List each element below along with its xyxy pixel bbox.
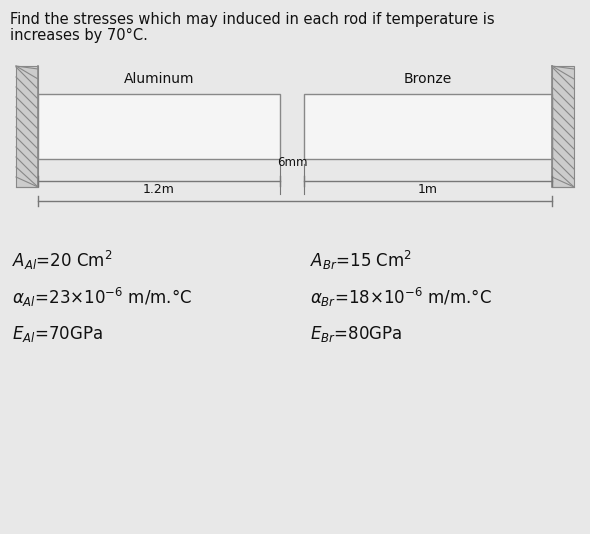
Bar [552, 66, 574, 187]
Bar [38, 94, 280, 159]
Text: $A_{Al}$=20 Cm$^2$: $A_{Al}$=20 Cm$^2$ [12, 249, 113, 272]
Bar [16, 66, 38, 187]
Text: 1m: 1m [418, 183, 438, 196]
Bar [304, 94, 552, 159]
Text: Aluminum: Aluminum [124, 72, 194, 86]
Text: 1.2m: 1.2m [143, 183, 175, 196]
Text: Bronze: Bronze [404, 72, 452, 86]
Text: $E_{Br}$=80GPa: $E_{Br}$=80GPa [310, 324, 402, 344]
Text: $A_{Br}$=15 Cm$^2$: $A_{Br}$=15 Cm$^2$ [310, 249, 412, 272]
Text: 6mm: 6mm [277, 156, 307, 169]
Text: Find the stresses which may induced in each rod if temperature is: Find the stresses which may induced in e… [10, 12, 494, 27]
Text: increases by 70°C.: increases by 70°C. [10, 28, 148, 43]
Text: $\alpha_{Al}$=23×10$^{-6}$ m/m.°C: $\alpha_{Al}$=23×10$^{-6}$ m/m.°C [12, 286, 192, 309]
Text: $\alpha_{Br}$=18×10$^{-6}$ m/m.°C: $\alpha_{Br}$=18×10$^{-6}$ m/m.°C [310, 286, 491, 309]
Text: $E_{Al}$=70GPa: $E_{Al}$=70GPa [12, 324, 103, 344]
